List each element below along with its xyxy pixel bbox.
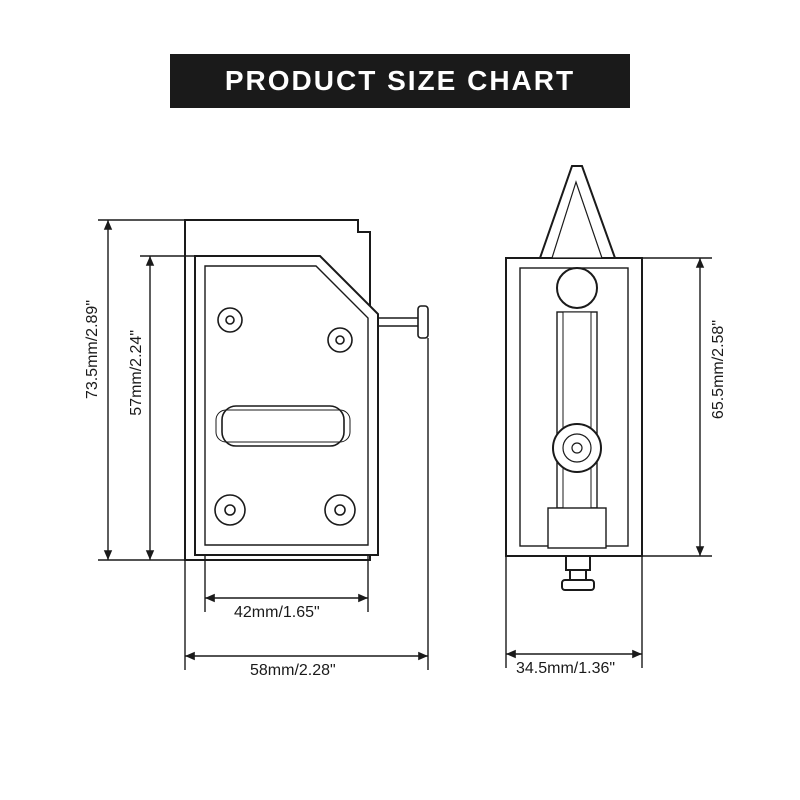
- dim-width-total: 58mm/2.28": [250, 662, 336, 680]
- front-view: [185, 220, 428, 560]
- dim-height-inner: 57mm/2.24": [128, 330, 146, 416]
- side-view: [506, 166, 642, 590]
- dim-side-width: 34.5mm/1.36": [516, 660, 615, 678]
- dim-width-inner: 42mm/1.65": [234, 604, 320, 622]
- dimension-drawing: [0, 0, 800, 800]
- dim-height-total: 73.5mm/2.89": [84, 300, 102, 399]
- dim-side-height: 65.5mm/2.58": [710, 320, 728, 419]
